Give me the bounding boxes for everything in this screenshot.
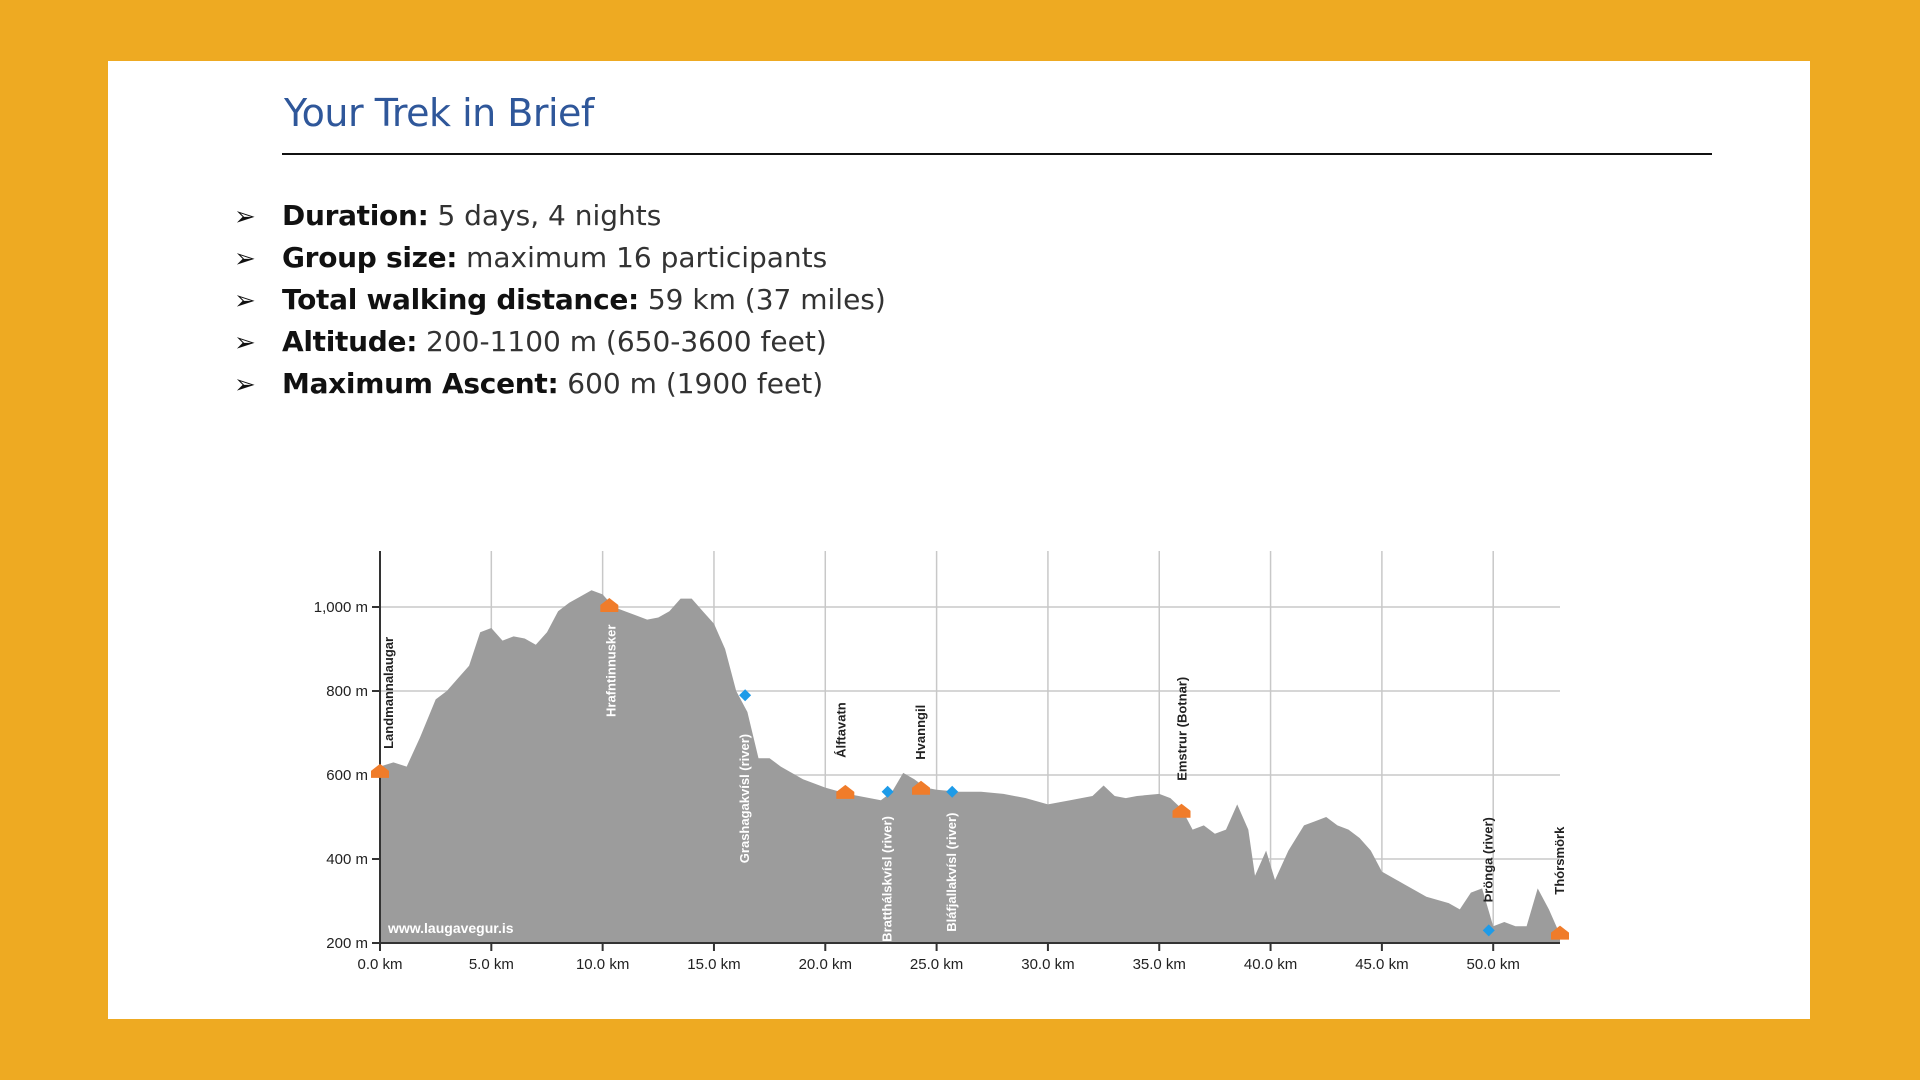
hut-label: Álftavatn [833, 702, 848, 758]
arrowhead-bullet-icon: ➢ [234, 244, 256, 274]
x-tick-label: 15.0 km [687, 956, 740, 973]
x-tick-label: 40.0 km [1244, 956, 1297, 973]
hut-marker [1172, 803, 1191, 818]
bullet-value: 600 m (1900 feet) [567, 367, 824, 400]
slide: Your Trek in Brief ➢ Duration: 5 days, 4 … [108, 61, 1810, 1019]
bullet-label: Group size: [282, 241, 458, 274]
river-label: Þrönga (river) [1481, 817, 1496, 902]
bullet-value: maximum 16 participants [466, 241, 828, 274]
arrowhead-bullet-icon: ➢ [234, 328, 256, 358]
bullet-item: ➢ Duration: 5 days, 4 nights [234, 195, 886, 237]
arrowhead-bullet-icon: ➢ [234, 370, 256, 400]
hut-label: Emstrur (Botnar) [1175, 677, 1190, 781]
x-tick-label: 35.0 km [1133, 956, 1186, 973]
chart-watermark: www.laugavegur.is [387, 920, 514, 936]
x-tick-label: 20.0 km [799, 956, 852, 973]
bullet-item: ➢ Altitude: 200-1100 m (650-3600 feet) [234, 321, 886, 363]
hut-label: Thórsmörk [1552, 826, 1567, 895]
bullet-item: ➢ Total walking distance: 59 km (37 miles… [234, 279, 886, 321]
y-tick-label: 800 m [326, 683, 368, 700]
bullet-item: ➢ Maximum Ascent: 600 m (1900 feet) [234, 363, 886, 405]
hut-marker [371, 763, 389, 778]
y-tick-label: 400 m [326, 851, 368, 868]
hut-marker [1551, 925, 1569, 940]
hut-marker [600, 598, 619, 612]
bullet-list: ➢ Duration: 5 days, 4 nights ➢ Group size:… [234, 195, 886, 405]
hut-label: Landmannalaugar [381, 637, 396, 749]
bullet-value: 5 days, 4 nights [437, 199, 662, 232]
x-tick-label: 10.0 km [576, 956, 629, 973]
x-tick-label: 5.0 km [469, 956, 514, 973]
y-tick-label: 600 m [326, 767, 368, 784]
x-tick-label: 30.0 km [1021, 956, 1074, 973]
hut-marker [836, 784, 855, 799]
x-tick-label: 45.0 km [1355, 956, 1408, 973]
river-label: Grashagakvísl (river) [737, 734, 752, 863]
y-tick-label: 1,000 m [314, 599, 368, 616]
y-tick-label: 200 m [326, 935, 368, 952]
river-label: Bratthálskvísl (river) [880, 816, 895, 942]
river-marker [946, 785, 959, 798]
bullet-label: Duration: [282, 199, 429, 232]
bullet-item: ➢ Group size: maximum 16 participants [234, 237, 886, 279]
x-tick-label: 50.0 km [1467, 956, 1520, 973]
river-label: Bláfjallakvísl (river) [944, 813, 959, 932]
x-tick-label: 0.0 km [357, 956, 402, 973]
arrowhead-bullet-icon: ➢ [234, 202, 256, 232]
bullet-label: Altitude: [282, 325, 418, 358]
elevation-profile-chart: 200 m 400 m 600 m 800 m 1,000 m 0.0 km 5.0 km 1… [314, 551, 1569, 973]
arrowhead-bullet-icon: ➢ [234, 286, 256, 316]
bullet-label: Total walking distance: [282, 283, 639, 316]
bullet-value: 59 km (37 miles) [647, 283, 886, 316]
slide-title: Your Trek in Brief [284, 91, 594, 135]
hut-label: Hrafntinnusker [603, 625, 618, 717]
x-tick-label: 25.0 km [910, 956, 963, 973]
hut-label: Hvanngil [913, 705, 928, 760]
elevation-area [380, 590, 1560, 943]
title-divider [282, 153, 1712, 155]
river-marker [1482, 924, 1495, 937]
bullet-value: 200-1100 m (650-3600 feet) [426, 325, 827, 358]
river-marker [881, 785, 894, 798]
hut-marker [912, 780, 931, 795]
river-marker [739, 689, 752, 702]
bullet-label: Maximum Ascent: [282, 367, 559, 400]
